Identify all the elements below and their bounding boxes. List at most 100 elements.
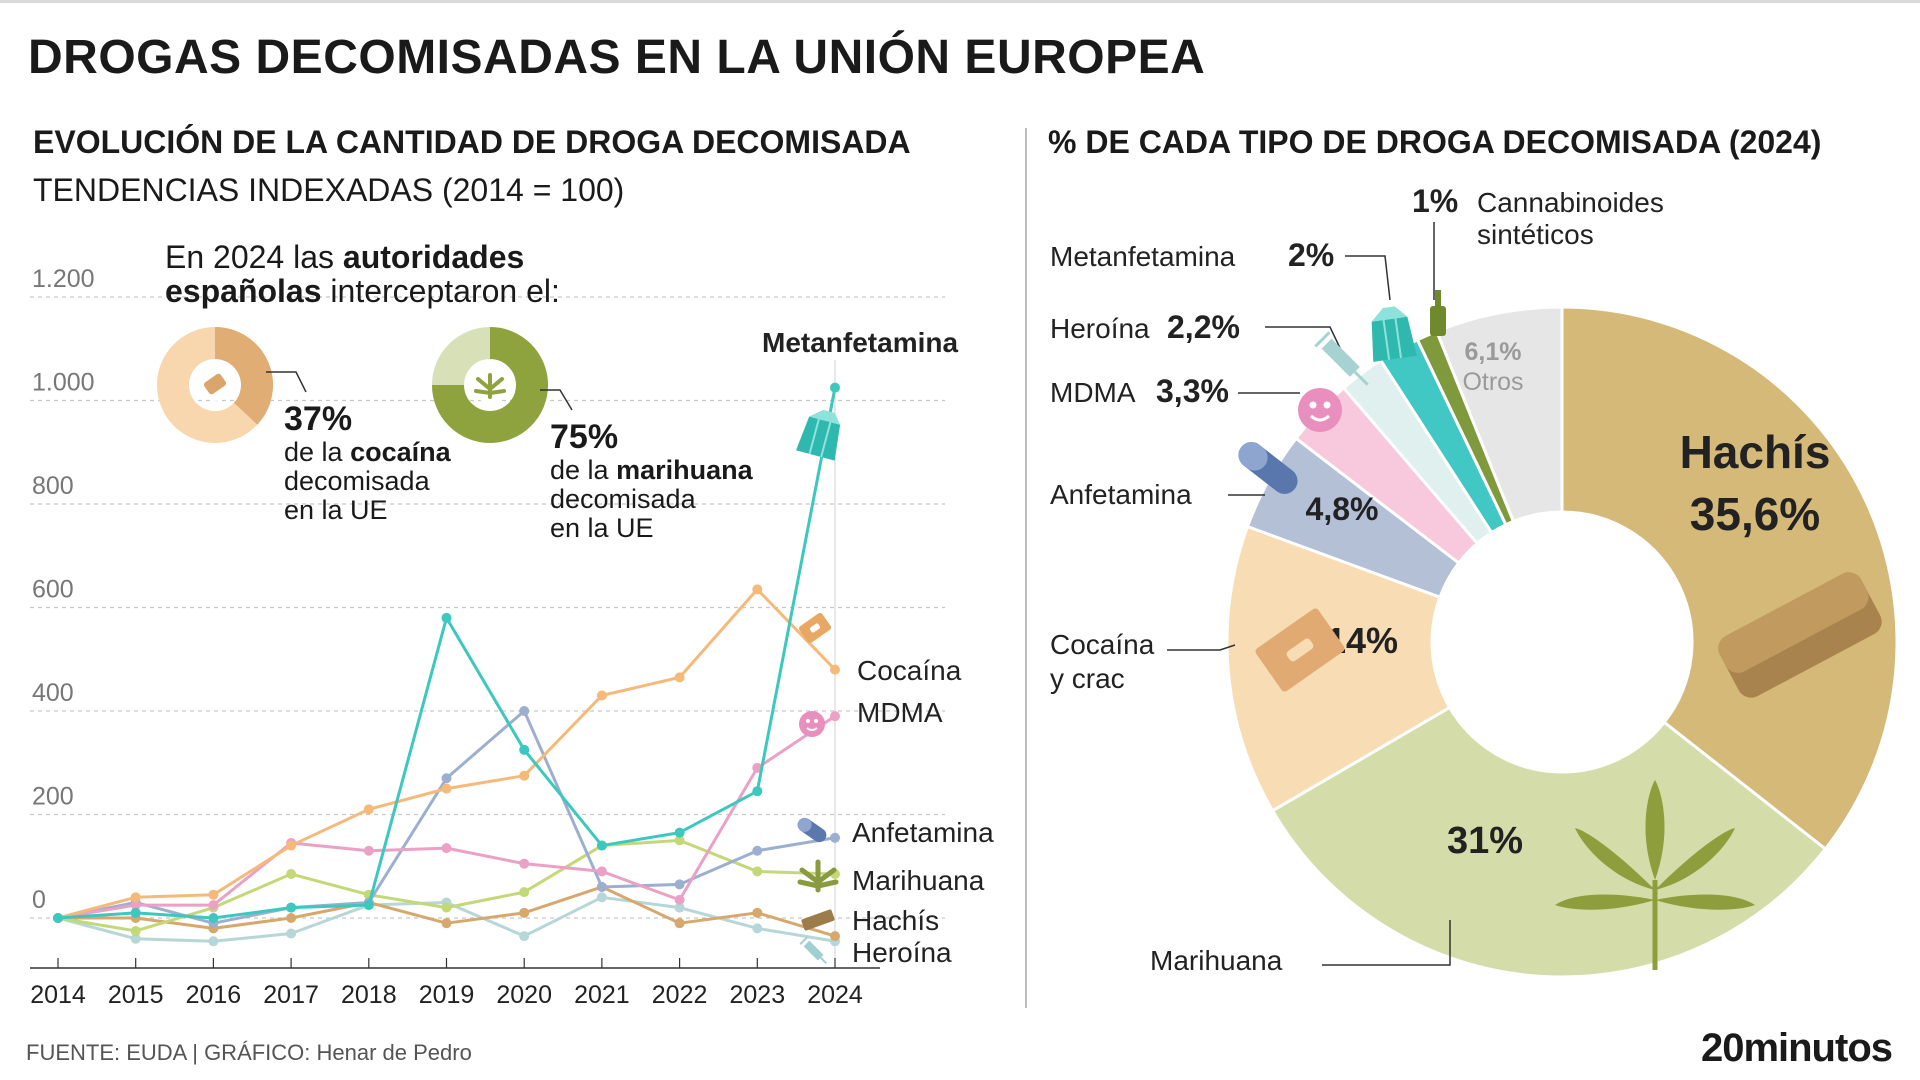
y-tick-label: 1.000 [32, 369, 95, 397]
y-tick-label: 200 [32, 783, 74, 811]
data-point-heroina [286, 928, 297, 939]
data-point-marihuana [441, 902, 452, 913]
dropper-bottle-icon [1430, 290, 1446, 336]
callout-heading: En 2024 las autoridades españolas interc… [165, 239, 560, 309]
data-point-metanfetamina [208, 913, 219, 923]
leader-line [1322, 920, 1451, 966]
data-point-mdma [674, 894, 685, 905]
series-line-mdma [57, 714, 836, 920]
data-point-cocaina [519, 770, 530, 781]
x-tick-label: 2020 [496, 981, 552, 1009]
razor-blade-icon [1255, 608, 1345, 692]
x-tick-label: 2019 [419, 981, 475, 1009]
data-point-cocaina [130, 892, 141, 903]
data-point-cocaina [208, 889, 219, 900]
leader-line [1265, 326, 1341, 349]
y-tick-label: 600 [32, 576, 74, 604]
cannabis-leaf-icon [474, 373, 506, 399]
data-point-heroina [130, 933, 141, 944]
donut-slice [1225, 524, 1452, 813]
data-point-hachis [441, 918, 452, 929]
cannabis-leaf-icon [1555, 780, 1755, 970]
x-tick-label: 2023 [729, 981, 785, 1009]
donut-chart-title: % DE CADA TIPO DE DROGA DECOMISADA (2024… [1048, 124, 1822, 160]
line-chart-title: EVOLUCIÓN DE LA CANTIDAD DE DROGA DECOMI… [33, 124, 911, 160]
data-point-cocaina [830, 664, 840, 675]
capsule-icon [797, 817, 827, 843]
slice-value-label: 1% [1412, 183, 1458, 219]
slice-category-label: Hachís [1680, 426, 1831, 478]
data-point-heroina [596, 892, 607, 903]
slice-value-label: 35,6% [1690, 488, 1820, 540]
data-point-metanfetamina [674, 827, 685, 838]
data-point-mdma [208, 900, 219, 911]
data-point-heroina [208, 936, 219, 947]
data-point-mdma [830, 711, 840, 722]
crystal-icon [1371, 306, 1417, 362]
data-point-marihuana [674, 835, 685, 846]
data-point-anfetamina [752, 845, 763, 856]
slice-category-label: Cannabinoides [1477, 187, 1664, 218]
data-point-anfetamina [519, 706, 530, 716]
data-point-hachis [830, 931, 840, 942]
x-tick-label: 2022 [652, 981, 708, 1009]
data-point-cocaina [596, 690, 607, 701]
slice-category-label: Metanfetamina [1050, 241, 1236, 272]
top-rule [0, 0, 1920, 3]
slice-value-label: 2,2% [1167, 309, 1240, 345]
data-point-marihuana [752, 866, 763, 877]
donut-slice [1270, 705, 1828, 979]
data-point-metanfetamina [53, 913, 63, 923]
slice-value-label: 4,8% [1306, 491, 1379, 527]
source-note: FUENTE: EUDA | GRÁFICO: Henar de Pedro [26, 1040, 472, 1065]
data-point-metanfetamina [519, 744, 530, 755]
x-tick-label: 2014 [30, 981, 86, 1009]
series-label-anfetamina: Anfetamina [852, 817, 994, 848]
leader-line [1167, 644, 1236, 651]
capsule-icon [1238, 442, 1298, 494]
data-point-metanfetamina [286, 902, 297, 913]
data-point-cocaina [363, 804, 374, 815]
series-line-anfetamina [57, 709, 836, 925]
ecstasy-pill-icon [1298, 388, 1342, 432]
data-point-metanfetamina [830, 382, 840, 393]
line-chart: 0 200 400 600 800 1.000 1.200 2014 2015 2016 2017 2… [30, 265, 994, 1009]
data-point-cocaina [674, 672, 685, 683]
line-chart-subtitle: TENDENCIAS INDEXADAS (2014 = 100) [33, 172, 625, 208]
slice-value-label: 2% [1288, 237, 1334, 273]
syringe-icon [799, 936, 828, 965]
marijuana-share-text: 75% de la marihuana decomisada en la UE [550, 418, 753, 543]
data-point-metanfetamina [130, 907, 141, 918]
data-point-metanfetamina [441, 612, 452, 623]
y-tick-label: 1.200 [32, 265, 95, 293]
data-point-marihuana [286, 869, 297, 880]
slice-value-label: 31% [1447, 820, 1523, 862]
data-point-heroina [519, 931, 530, 942]
hashish-brick-icon [1718, 572, 1882, 698]
syringe-icon [1314, 331, 1369, 386]
data-point-hachis [674, 918, 685, 929]
crystal-icon [796, 409, 841, 461]
slice-category-label: Anfetamina [1050, 479, 1192, 510]
data-point-mdma [596, 866, 607, 877]
marijuana-share-ring [432, 327, 548, 443]
razor-blade-icon [798, 612, 832, 644]
data-point-hachis [286, 913, 297, 923]
data-point-mdma [130, 900, 141, 911]
series-label-heroina: Heroína [852, 937, 952, 968]
slice-category-label: MDMA [1050, 377, 1136, 408]
slice-category-label: Heroína [1050, 313, 1150, 344]
slice-category-label: y crac [1050, 663, 1125, 694]
series-label-hachis: Hachís [852, 905, 939, 936]
ecstasy-pill-icon [799, 711, 825, 737]
brand-logo: 20minutos [1700, 1026, 1893, 1070]
data-point-heroina [752, 923, 763, 934]
slice-category-label: sintéticos [1477, 219, 1594, 250]
data-point-hachis [519, 907, 530, 918]
cocaine-share-ring [157, 327, 273, 443]
data-point-hachis [752, 907, 763, 918]
y-tick-label: 800 [32, 472, 74, 500]
page-title: DROGAS DECOMISADAS EN LA UNIÓN EUROPEA [28, 31, 1206, 84]
data-point-anfetamina [441, 773, 452, 784]
